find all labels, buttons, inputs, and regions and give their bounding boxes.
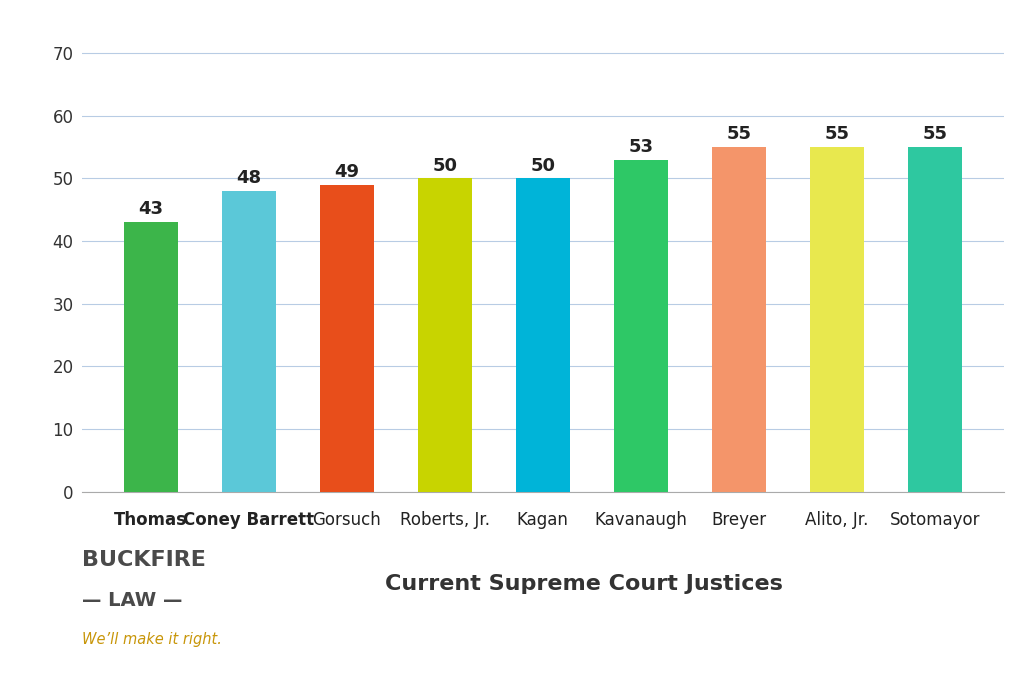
Bar (907, 147, 962, 492)
Text: 55: 55 (923, 125, 947, 143)
Bar (516, 178, 569, 492)
Text: We’ll make it right.: We’ll make it right. (82, 632, 222, 647)
Bar (613, 160, 668, 492)
Bar (712, 147, 766, 492)
Text: 53: 53 (628, 138, 653, 156)
Text: 49: 49 (334, 163, 359, 181)
Bar (124, 222, 178, 492)
Text: 48: 48 (237, 169, 261, 187)
Bar (418, 178, 472, 492)
Bar (222, 191, 275, 492)
Bar (810, 147, 863, 492)
Text: 43: 43 (138, 200, 163, 219)
Text: Current Supreme Court Justices: Current Supreme Court Justices (385, 574, 782, 594)
Text: BUCKFIRE: BUCKFIRE (82, 550, 206, 570)
Bar (319, 184, 374, 492)
Text: — LAW —: — LAW — (82, 591, 182, 610)
Text: 55: 55 (824, 125, 849, 143)
Text: 55: 55 (726, 125, 752, 143)
Text: 50: 50 (432, 156, 458, 175)
Text: 50: 50 (530, 156, 555, 175)
